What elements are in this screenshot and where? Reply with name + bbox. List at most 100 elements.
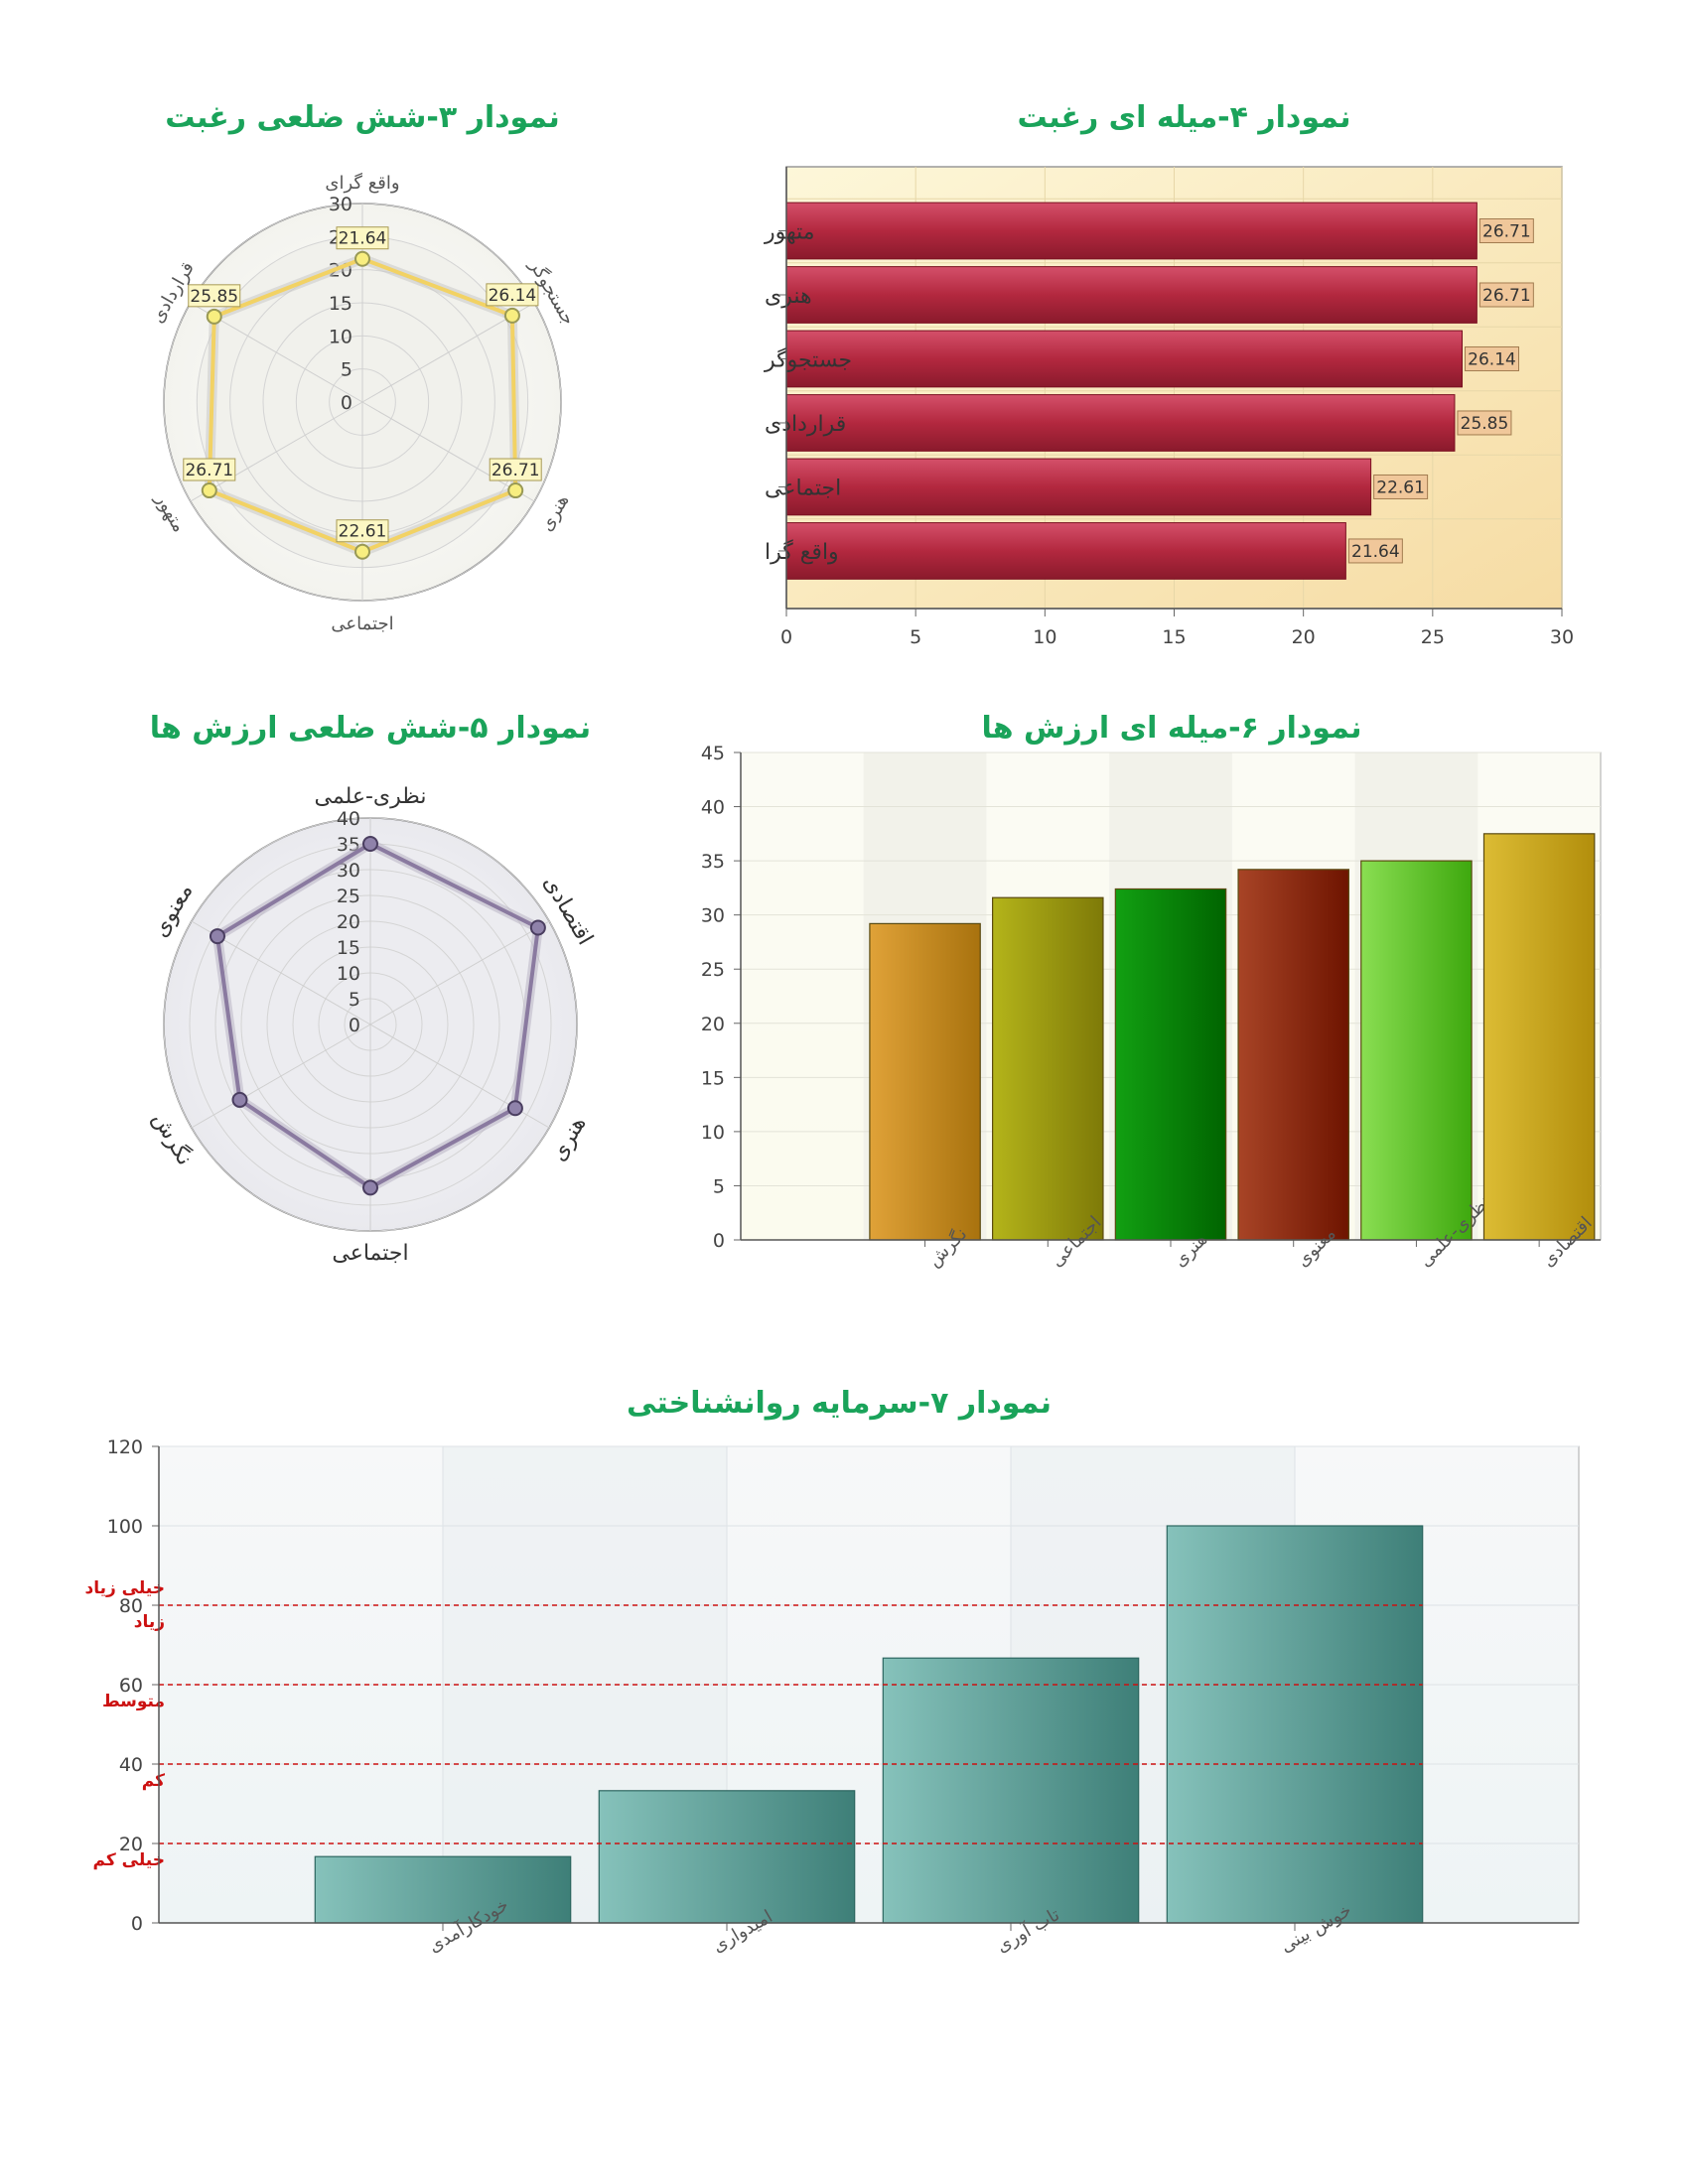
x-tick-label: 30: [1550, 626, 1574, 648]
radar-point: [354, 250, 370, 267]
radar-category-label: اجتماعی: [331, 614, 393, 634]
chart-6-vertical-bars: نمودار ۶-میله ای ارزش ها 0 5 10 15 20 25 30 35 40…: [701, 711, 1602, 1272]
radar-point: [529, 919, 546, 936]
bar-value-box: [1478, 282, 1534, 308]
bar-value-box: [1478, 217, 1534, 243]
radar-point: [201, 482, 217, 499]
chart-5-radar: نمودار ۵-شش ضلعی ارزش ها0510152025303540…: [147, 711, 597, 1266]
reference-line-label: متوسط: [102, 1692, 165, 1711]
radar-category-label: متهور: [151, 489, 190, 536]
radar-point: [506, 1100, 523, 1117]
y-tick-label: 80: [119, 1595, 143, 1617]
radar-tick-label: 0: [341, 392, 352, 414]
bar: [598, 1790, 856, 1924]
bar: [1482, 833, 1596, 1241]
x-tick-label: 15: [1162, 626, 1186, 648]
radar-tick-label: 40: [337, 808, 360, 830]
bar-value-label: 22.61: [1376, 478, 1425, 497]
bar: [785, 266, 1477, 324]
bar-value-label: 26.14: [1468, 349, 1516, 369]
radar-tick-label: 30: [329, 194, 352, 215]
radar-value-box: [183, 458, 236, 481]
y-category-label: هنری: [765, 284, 812, 309]
radar-tick-label: 20: [337, 911, 360, 933]
radar-value-label: 25.85: [190, 287, 238, 307]
bar: [992, 896, 1104, 1241]
radar-spoke: [191, 1024, 371, 1129]
bar: [869, 922, 981, 1241]
bar: [1114, 887, 1227, 1241]
chart-title: نمودار ۶-میله ای ارزش ها: [981, 711, 1361, 746]
radar-point: [503, 307, 520, 324]
y-tick-label: 25: [701, 959, 725, 981]
radar-value-box: [336, 226, 389, 250]
radar-spoke: [190, 401, 363, 502]
bar: [785, 394, 1456, 452]
radar-tick-label: 10: [329, 326, 352, 347]
radar-value-label: 26.14: [489, 286, 537, 306]
radar-tick-label: 10: [337, 963, 360, 985]
radar-point: [362, 836, 378, 852]
bar-value-label: 26.71: [1482, 286, 1531, 306]
y-tick-label: 0: [713, 1230, 725, 1252]
radar-value-label: 26.71: [492, 461, 540, 480]
reference-line-label: کم: [142, 1771, 165, 1791]
radar-value-box: [336, 519, 389, 543]
bar: [314, 1855, 572, 1924]
chart-title: نمودار ۳-شش ضلعی رغبت: [165, 100, 559, 135]
y-tick-label: 40: [701, 797, 725, 819]
reference-line-label: زیاد: [134, 1612, 165, 1632]
y-category-label: جستجوگر: [764, 346, 852, 372]
radar-category-label: واقع گرای: [325, 172, 399, 194]
radar-point: [209, 928, 225, 945]
radar-spoke: [369, 920, 550, 1025]
x-tick-label: 25: [1421, 626, 1445, 648]
bar: [882, 1657, 1140, 1924]
y-category-label: قراردادی: [765, 412, 846, 437]
radar-value-label: 21.64: [339, 229, 387, 249]
x-tick-label: 5: [910, 626, 921, 648]
radar-value-box: [188, 284, 241, 308]
radar-point: [354, 543, 370, 560]
radar-value-box: [489, 458, 542, 481]
bar: [785, 522, 1346, 580]
bar-value-box: [1457, 410, 1512, 436]
radar-point: [206, 308, 222, 325]
radar-tick-label: 5: [349, 989, 360, 1011]
radar-category-label: هنری: [536, 491, 574, 535]
bar-value-box: [1465, 345, 1520, 371]
chart-title: نمودار ۵-شش ضلعی ارزش ها: [150, 711, 591, 746]
x-tick-label: 20: [1292, 626, 1316, 648]
reference-line-label: خیلی زیاد: [84, 1578, 165, 1598]
bar: [785, 202, 1477, 260]
bar: [1237, 869, 1349, 1241]
radar-point: [362, 1179, 378, 1196]
y-tick-label: 10: [701, 1122, 725, 1144]
y-tick-label: 20: [119, 1834, 143, 1855]
y-tick-label: 45: [701, 743, 725, 764]
radar-tick-label: 25: [337, 886, 360, 907]
radar-category-label: نظری-علمی: [315, 784, 427, 809]
radar-tick-label: 5: [341, 359, 352, 381]
y-tick-label: 60: [119, 1675, 143, 1697]
bar: [1166, 1525, 1424, 1924]
y-tick-label: 35: [701, 851, 725, 873]
bar-value-label: 21.64: [1351, 542, 1400, 562]
y-tick-label: 40: [119, 1754, 143, 1776]
y-tick-label: 5: [713, 1175, 725, 1197]
radar-category-label: اجتماعی: [332, 1241, 408, 1266]
y-tick-label: 15: [701, 1067, 725, 1089]
y-tick-label: 20: [701, 1014, 725, 1035]
bar-value-label: 26.71: [1482, 221, 1531, 241]
y-category-label: واقع گرا: [765, 539, 839, 565]
reference-line-label: خیلی کم: [93, 1850, 165, 1870]
y-category-label: اجتماعی: [765, 476, 841, 500]
x-tick-label: 0: [780, 626, 792, 648]
radar-tick-label: 15: [337, 937, 360, 959]
y-tick-label: 100: [107, 1516, 143, 1538]
radar-tick-label: 0: [349, 1015, 360, 1036]
bar: [785, 458, 1372, 516]
x-tick-label: 10: [1033, 626, 1056, 648]
bar-value-box: [1347, 538, 1403, 564]
